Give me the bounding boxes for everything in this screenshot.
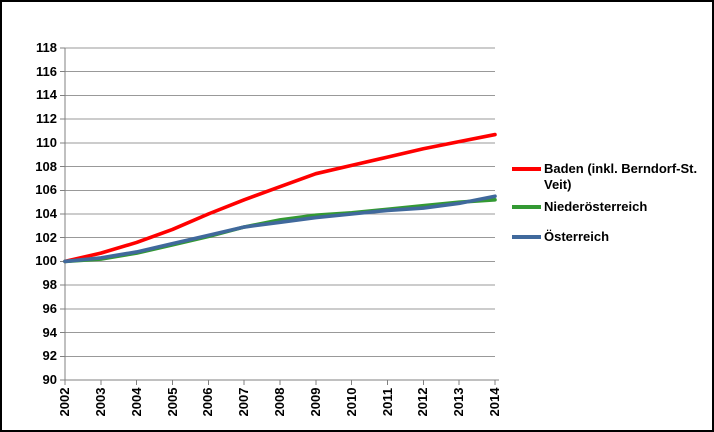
legend-label-baden: Baden (inkl. Berndorf-St. Veit) — [544, 161, 698, 193]
legend-item-baden: Baden (inkl. Berndorf-St. Veit) — [512, 161, 710, 194]
y-tick-label: 96 — [42, 300, 57, 316]
legend-line-baden-icon — [512, 167, 541, 171]
legend: Baden (inkl. Berndorf-St. Veit) Niederös… — [512, 161, 710, 245]
legend-item-niederoesterreich: Niederösterreich — [512, 199, 710, 215]
y-tick-label: 100 — [35, 253, 57, 269]
y-tick-label: 104 — [35, 206, 57, 221]
y-tick-label: 98 — [42, 277, 57, 293]
legend-line-oesterreich-icon — [512, 234, 541, 239]
x-tick-label: 2007 — [236, 387, 252, 417]
x-tick-label: 2012 — [415, 387, 431, 417]
x-tick-label: 2002 — [57, 387, 72, 417]
x-tick-label: 2004 — [128, 387, 144, 417]
y-tick-label: 110 — [36, 134, 57, 150]
y-tick-label: 106 — [35, 182, 57, 198]
y-tick-label: 108 — [35, 158, 57, 174]
x-tick-label: 2005 — [164, 387, 180, 417]
y-tick-label: 90 — [42, 372, 57, 387]
x-tick-label: 2014 — [487, 387, 502, 417]
x-tick-label: 2010 — [343, 387, 359, 417]
x-tick-label: 2011 — [379, 387, 395, 417]
y-tick-label: 102 — [35, 229, 57, 245]
y-tick-label: 114 — [36, 87, 57, 103]
y-tick-label: 92 — [42, 348, 57, 364]
series-line-2 — [63, 194, 497, 264]
x-tick-label: 2013 — [451, 387, 467, 417]
series-line-0 — [63, 132, 497, 264]
legend-label-oesterreich: Österreich — [544, 228, 610, 244]
legend-label-niederoesterreich: Niederösterreich — [544, 198, 648, 214]
x-tick-label: 2009 — [307, 387, 323, 417]
x-tick-label: 2003 — [92, 387, 108, 417]
y-tick-label: 94 — [42, 324, 57, 340]
y-tick-label: 116 — [36, 63, 57, 79]
legend-item-oesterreich: Österreich — [512, 229, 710, 245]
legend-line-niederoesterreich-icon — [512, 204, 541, 209]
y-tick-label: 118 — [36, 40, 57, 55]
y-tick-label: 112 — [36, 111, 57, 127]
x-tick-label: 2008 — [272, 387, 287, 417]
x-tick-label: 2006 — [200, 387, 216, 417]
